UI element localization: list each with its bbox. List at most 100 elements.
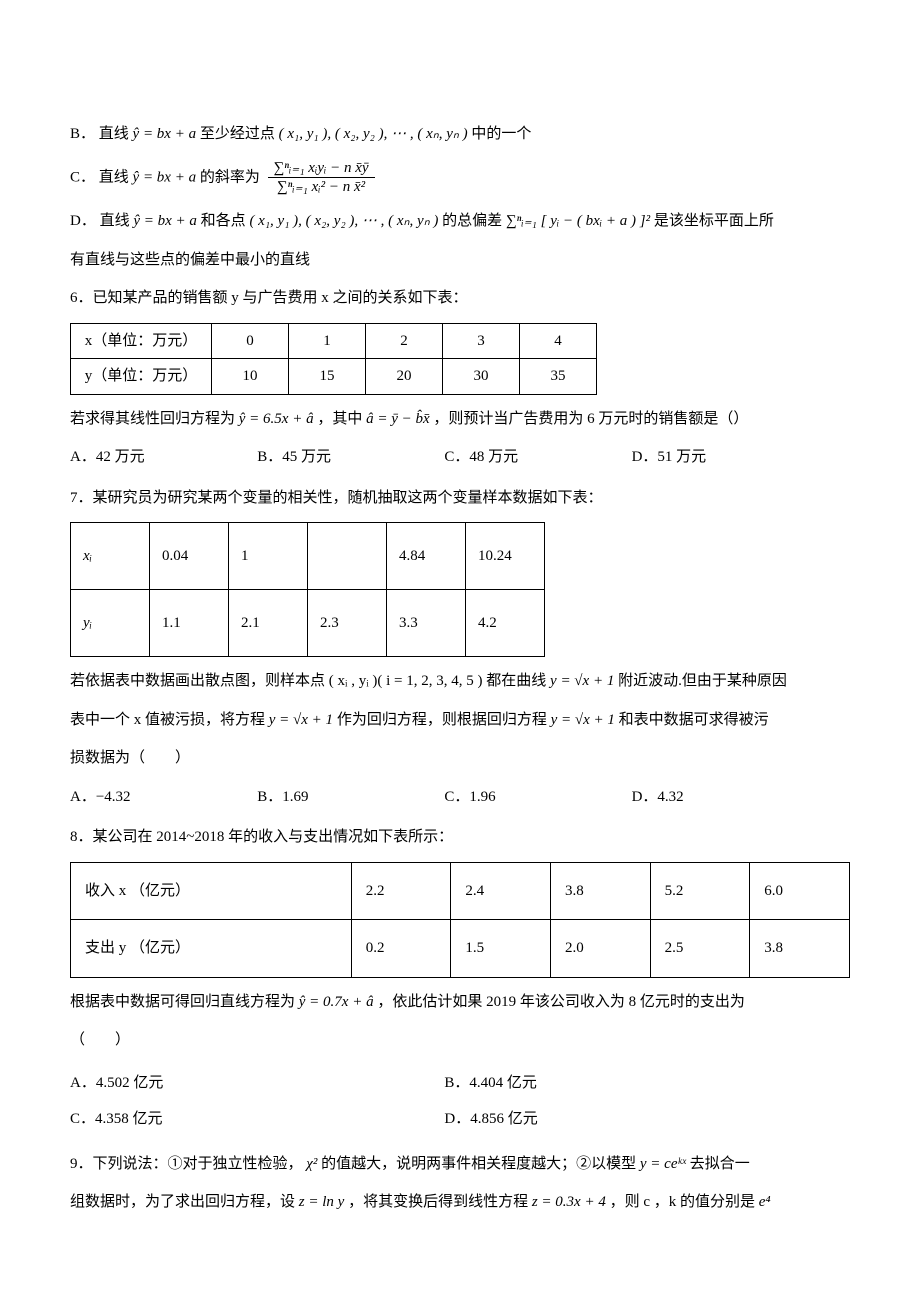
cell: 5.2	[650, 862, 750, 920]
q7-body: 若依据表中数据画出散点图，则样本点 ( xᵢ , yᵢ )( i = 1, 2,…	[70, 667, 850, 696]
q7-line2c: 和表中数据可求得被污	[619, 712, 769, 728]
cell: 20	[366, 359, 443, 395]
q6-body1: 若求得其线性回归方程为	[70, 411, 239, 427]
cell: 2	[366, 323, 443, 359]
cell: 2.2	[351, 862, 451, 920]
opt-d-pre: 直线	[100, 213, 134, 229]
q6-head-y: y（单位：万元）	[71, 359, 212, 395]
q9-mid2: 去拟合一	[690, 1156, 750, 1172]
q8-body2: ，依此估计如果 2019 年该公司收入为 8 亿元时的支出为	[377, 994, 745, 1010]
q7-opt-c: C．1.96	[444, 783, 631, 812]
q8-table: 收入 x （亿元） 2.2 2.4 3.8 5.2 6.0 支出 y （亿元） …	[70, 862, 850, 978]
opt-d-label: D．	[70, 213, 96, 229]
option-b: B． 直线 ŷ = bx + a 至少经过点 ( x₁, y₁ ), ( x₂,…	[70, 120, 850, 149]
opt-c-fraction: ∑ⁿᵢ₌₁ xᵢyᵢ − n x̄ȳ ∑ⁿᵢ₌₁ xᵢ² − n x̄²	[268, 159, 375, 198]
q7-title: 7．某研究员为研究某两个变量的相关性，随机抽取这两个变量样本数据如下表：	[70, 484, 850, 513]
cell: 3.8	[750, 920, 850, 978]
q6-body: 若求得其线性回归方程为 ŷ = 6.5x + â ，其中 â = ȳ − b̂x…	[70, 405, 850, 434]
q9-line2a: 组数据时，为了求出回归方程，设	[70, 1194, 299, 1210]
opt-c-label: C．	[70, 169, 95, 185]
q7-line2: 表中一个 x 值被污损，将方程 y = √x + 1 作为回归方程，则根据回归方…	[70, 706, 850, 735]
opt-d-sum: ∑ⁿᵢ₌₁ [ yᵢ − ( bxᵢ + a ) ]²	[506, 213, 650, 229]
cell: 0.2	[351, 920, 451, 978]
cell: 2.1	[229, 590, 308, 657]
opt-c-mid: 的斜率为	[200, 169, 264, 185]
cell: 3	[443, 323, 520, 359]
q6-opt-b: B．45 万元	[257, 443, 444, 472]
cell: 0	[212, 323, 289, 359]
cell: 4	[520, 323, 597, 359]
q7-eq1a: y = √x + 1	[550, 673, 614, 689]
q8-eq1: ŷ = 0.7x + â	[299, 994, 374, 1010]
q7-row1-h: xᵢ	[71, 523, 150, 590]
opt-d-mid3: 是该坐标平面上所	[654, 213, 774, 229]
q6-opt-a: A．42 万元	[70, 443, 257, 472]
q6-title: 6．已知某产品的销售额 y 与广告费用 x 之间的关系如下表：	[70, 284, 850, 313]
cell: 35	[520, 359, 597, 395]
cell	[308, 523, 387, 590]
q7-eq1c: y = √x + 1	[551, 712, 615, 728]
cell: 2.5	[650, 920, 750, 978]
opt-b-label: B．	[70, 126, 95, 142]
q6-head-x: x（单位：万元）	[71, 323, 212, 359]
cell: 1	[229, 523, 308, 590]
q8-r2h: 支出 y （亿元）	[71, 920, 352, 978]
q6-table: x（单位：万元） 0 1 2 3 4 y（单位：万元） 10 15 20 30 …	[70, 323, 597, 395]
q7-table: xᵢ 0.04 1 4.84 10.24 yᵢ 1.1 2.1 2.3 3.3 …	[70, 522, 545, 657]
q9-mid1: 的值越大，说明两事件相关程度越大；②以模型	[321, 1156, 640, 1172]
q9-eq-model: y = ceᵏˣ	[640, 1156, 686, 1172]
q7-body1: 若依据表中数据画出散点图，则样本点 ( xᵢ , yᵢ )( i = 1, 2,…	[70, 673, 550, 689]
cell: 3.8	[551, 862, 651, 920]
cell: 4.84	[387, 523, 466, 590]
table-row: xᵢ 0.04 1 4.84 10.24	[71, 523, 545, 590]
q8-options: A．4.502 亿元 B．4.404 亿元 C．4.358 亿元 D．4.856…	[70, 1065, 850, 1138]
cell: 2.4	[451, 862, 551, 920]
q9-eq-lin: z = 0.3x + 4	[532, 1194, 606, 1210]
cell: 3.3	[387, 590, 466, 657]
table-row: 收入 x （亿元） 2.2 2.4 3.8 5.2 6.0	[71, 862, 850, 920]
opt-b-tail: 中的一个	[471, 126, 531, 142]
q9-line2: 组数据时，为了求出回归方程，设 z = ln y ，将其变换后得到线性方程 z …	[70, 1188, 850, 1217]
option-d-line2: 有直线与这些点的偏差中最小的直线	[70, 246, 850, 275]
q8-line2: （ ）	[70, 1026, 850, 1055]
cell: 1.1	[150, 590, 229, 657]
q7-eq1b: y = √x + 1	[269, 712, 333, 728]
frac-num: ∑ⁿᵢ₌₁ xᵢyᵢ − n x̄ȳ	[268, 159, 375, 179]
option-d: D． 直线 ŷ = bx + a 和各点 ( x₁, y₁ ), ( x₂, y…	[70, 207, 850, 236]
q7-row2-h: yᵢ	[71, 590, 150, 657]
opt-b-eq: ŷ = bx + a	[133, 126, 197, 142]
q7-line2b: 作为回归方程，则根据回归方程	[337, 712, 551, 728]
q9-line2b: ，将其变换后得到线性方程	[348, 1194, 532, 1210]
cell: 15	[289, 359, 366, 395]
opt-b-pts: ( x₁, y₁ ), ( x₂, y₂ ), ⋯ , ( xₙ, yₙ )	[279, 126, 468, 142]
q8-opt-a: A．4.502 亿元	[70, 1069, 444, 1098]
table-row: 支出 y （亿元） 0.2 1.5 2.0 2.5 3.8	[71, 920, 850, 978]
q6-opt-d: D．51 万元	[632, 443, 819, 472]
q9-line2c: ，则 c ，k 的值分别是	[610, 1194, 759, 1210]
cell: 10.24	[466, 523, 545, 590]
opt-b-pre: 直线	[99, 126, 133, 142]
table-row: y（单位：万元） 10 15 20 30 35	[71, 359, 597, 395]
q6-opt-c: C．48 万元	[444, 443, 631, 472]
cell: 0.04	[150, 523, 229, 590]
q6-eq1: ŷ = 6.5x + â	[239, 411, 314, 427]
cell: 30	[443, 359, 520, 395]
q7-opt-b: B．1.69	[257, 783, 444, 812]
q8-opt-b: B．4.404 亿元	[444, 1069, 818, 1098]
cell: 10	[212, 359, 289, 395]
q8-r1h: 收入 x （亿元）	[71, 862, 352, 920]
q9-line1: 9．下列说法：①对于独立性检验， χ² 的值越大，说明两事件相关程度越大；②以模…	[70, 1150, 850, 1179]
q9-eq-z: z = ln y	[299, 1194, 345, 1210]
opt-d-eq: ŷ = bx + a	[133, 213, 197, 229]
table-row: x（单位：万元） 0 1 2 3 4	[71, 323, 597, 359]
cell: 4.2	[466, 590, 545, 657]
q9-e4: e⁴	[759, 1194, 771, 1210]
q8-body: 根据表中数据可得回归直线方程为 ŷ = 0.7x + â ，依此估计如果 201…	[70, 988, 850, 1017]
opt-b-mid1: 至少经过点	[200, 126, 275, 142]
cell: 6.0	[750, 862, 850, 920]
q6-body2: ，其中	[317, 411, 366, 427]
q9-pre: 9．下列说法：①对于独立性检验，	[70, 1156, 303, 1172]
q8-opt-d: D．4.856 亿元	[444, 1105, 818, 1134]
q9-chi: χ²	[306, 1156, 317, 1172]
q8-opt-c: C．4.358 亿元	[70, 1105, 444, 1134]
